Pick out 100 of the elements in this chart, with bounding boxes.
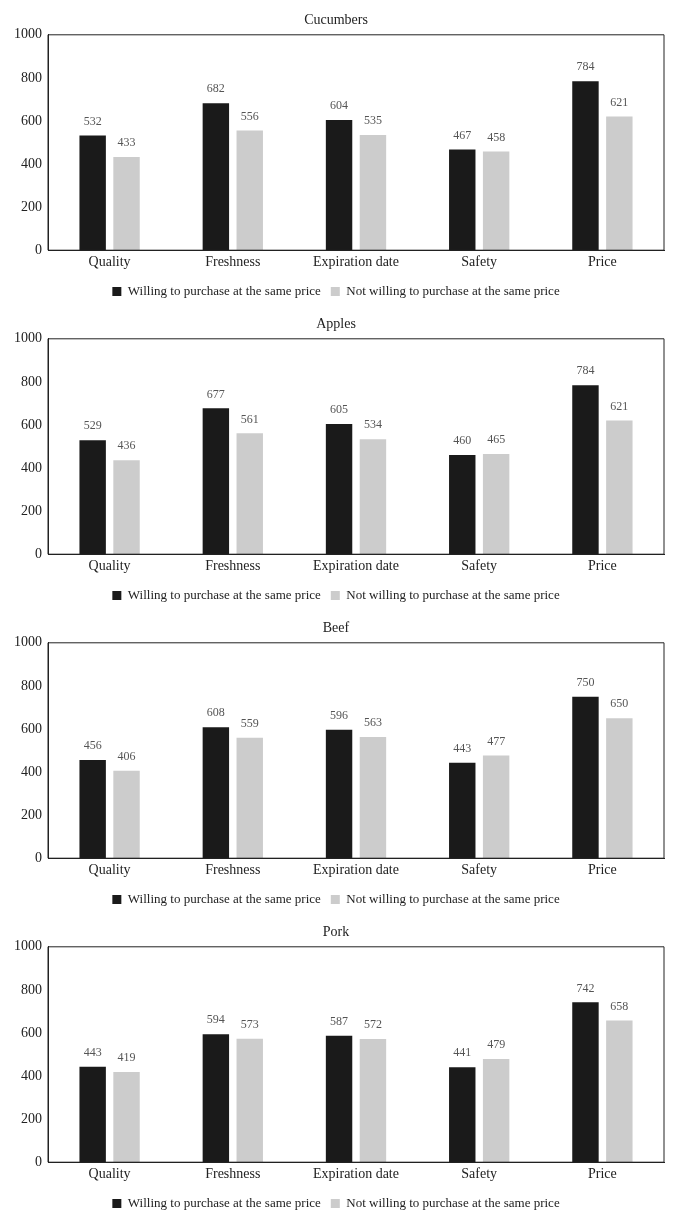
- data-label: 458: [487, 129, 506, 144]
- x-tick-label: Price: [588, 558, 617, 574]
- data-label: 561: [240, 411, 259, 426]
- y-tick-label: 600: [21, 112, 42, 128]
- y-tick-label: 200: [21, 502, 42, 518]
- data-label: 441: [453, 1045, 472, 1060]
- y-tick-label: 0: [35, 545, 42, 561]
- x-tick-label: Freshness: [205, 862, 261, 878]
- data-label: 563: [363, 715, 382, 730]
- bar: [236, 737, 263, 859]
- data-label: 433: [117, 135, 136, 150]
- legend-label: Willing to purchase at the same price: [127, 1194, 322, 1210]
- x-tick-label: Price: [588, 862, 617, 878]
- y-tick-label: 200: [21, 806, 42, 822]
- bar: [482, 151, 510, 251]
- data-label: 750: [576, 674, 595, 689]
- y-tick-label: 400: [21, 155, 42, 171]
- x-tick-label: Safety: [461, 1166, 498, 1182]
- y-tick-label: 1000: [14, 26, 42, 42]
- data-label: 573: [240, 1016, 259, 1031]
- data-label: 677: [206, 386, 225, 401]
- bar: [113, 460, 140, 555]
- data-label: 479: [487, 1037, 506, 1052]
- data-label: 460: [453, 433, 472, 448]
- data-label: 556: [240, 108, 259, 123]
- data-label: 608: [206, 705, 225, 720]
- y-tick-label: 1000: [14, 634, 42, 650]
- bar: [606, 116, 633, 251]
- x-tick-label: Expiration date: [313, 254, 399, 270]
- y-tick-label: 400: [21, 763, 42, 779]
- y-tick-label: 600: [21, 1024, 42, 1040]
- bar: [236, 1038, 263, 1163]
- legend-label: Not willing to purchase at the same price: [346, 586, 560, 602]
- legend-label: Willing to purchase at the same price: [127, 890, 322, 906]
- bar: [606, 1020, 633, 1163]
- bar: [606, 718, 633, 859]
- data-label: 534: [363, 417, 382, 432]
- bar: [359, 736, 387, 859]
- y-tick-label: 800: [21, 981, 42, 997]
- data-label: 467: [453, 127, 472, 142]
- x-tick-label: Expiration date: [313, 862, 399, 878]
- data-label: 596: [330, 707, 349, 722]
- x-tick-label: Freshness: [205, 1166, 261, 1182]
- x-tick-label: Expiration date: [313, 1166, 399, 1182]
- data-label: 594: [206, 1012, 225, 1027]
- bar: [113, 1071, 140, 1163]
- legend-label: Not willing to purchase at the same price: [346, 1194, 560, 1210]
- x-tick-label: Quality: [88, 862, 131, 878]
- data-label: 572: [363, 1017, 382, 1032]
- bar: [359, 134, 387, 251]
- y-tick-label: 400: [21, 1067, 42, 1083]
- data-label: 650: [610, 696, 629, 711]
- bar: [236, 433, 263, 555]
- bar: [113, 770, 140, 859]
- legend-label: Willing to purchase at the same price: [127, 586, 322, 602]
- data-label: 456: [83, 738, 102, 753]
- legend-label: Not willing to purchase at the same price: [346, 282, 560, 298]
- x-tick-label: Quality: [88, 558, 131, 574]
- x-tick-label: Safety: [461, 862, 498, 878]
- x-tick-label: Freshness: [205, 558, 261, 574]
- x-tick-label: Freshness: [205, 254, 261, 270]
- y-tick-label: 0: [35, 1153, 42, 1169]
- y-tick-label: 1000: [14, 330, 42, 346]
- y-tick-label: 600: [21, 416, 42, 432]
- bar: [236, 130, 263, 251]
- x-tick-label: Quality: [88, 1166, 131, 1182]
- x-tick-label: Expiration date: [313, 558, 399, 574]
- data-label: 621: [610, 398, 629, 413]
- data-label: 587: [330, 1013, 349, 1028]
- x-tick-label: Quality: [88, 254, 131, 270]
- x-tick-label: Safety: [461, 558, 498, 574]
- data-label: 605: [330, 402, 349, 417]
- y-tick-label: 0: [35, 849, 42, 865]
- chart-title: Beef: [322, 620, 350, 636]
- data-label: 465: [487, 432, 506, 447]
- data-label: 784: [576, 363, 595, 378]
- data-label: 419: [117, 1050, 136, 1065]
- y-tick-label: 800: [21, 69, 42, 85]
- chart-title: Apples: [316, 316, 356, 332]
- data-label: 532: [83, 113, 102, 128]
- y-tick-label: 200: [21, 1110, 42, 1126]
- bar: [359, 439, 387, 555]
- y-tick-label: 800: [21, 373, 42, 389]
- y-tick-label: 1000: [14, 938, 42, 954]
- legend-label: Willing to purchase at the same price: [127, 282, 322, 298]
- bar: [606, 420, 633, 555]
- x-tick-label: Price: [588, 254, 617, 270]
- data-label: 406: [117, 748, 136, 763]
- data-label: 604: [330, 98, 349, 113]
- data-label: 682: [206, 81, 225, 96]
- data-label: 535: [363, 113, 382, 128]
- x-tick-label: Safety: [461, 254, 498, 270]
- bar: [359, 1038, 387, 1163]
- y-tick-label: 600: [21, 720, 42, 736]
- bar: [482, 1059, 510, 1163]
- data-label: 436: [117, 438, 136, 453]
- data-label: 477: [487, 733, 506, 748]
- data-label: 621: [610, 94, 629, 109]
- y-tick-label: 800: [21, 677, 42, 693]
- y-tick-label: 200: [21, 198, 42, 214]
